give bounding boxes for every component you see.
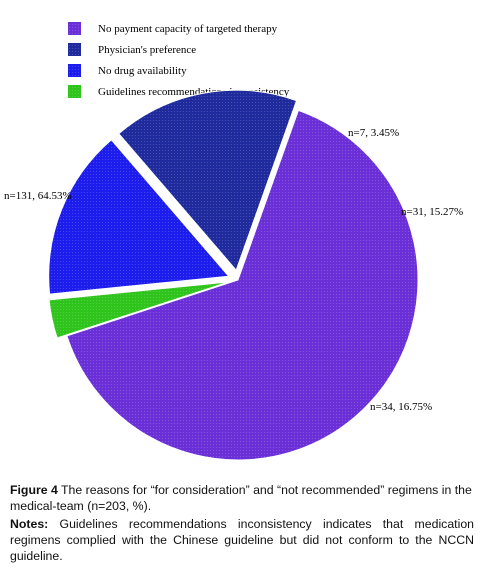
pie-slice-no-payment-capacity-of-targeted-therapy xyxy=(66,109,419,461)
pie-slice-guidelines-recommendations-inconsistency xyxy=(48,281,229,339)
slice-label-physician-s-preference: n=34, 16.75% xyxy=(370,401,432,413)
slice-label-guidelines-recommendations-inconsistency: n=7, 3.45% xyxy=(348,127,399,139)
figure-caption: Figure 4 The reasons for “for considerat… xyxy=(10,482,474,514)
legend-label: No drug availability xyxy=(98,65,187,77)
legend-item-no-drug-availability: No drug availability xyxy=(68,64,187,77)
pie-slice-no-drug-availability xyxy=(48,139,230,295)
legend-item-physician-s-preference: Physician's preference xyxy=(68,43,196,56)
pie-labels: n=131, 64.53% n=7, 3.45% n=31, 15.27% n=34,… xyxy=(4,127,463,413)
chart-legend: No payment capacity of targeted therapy P… xyxy=(68,22,290,98)
slice-label-no-drug-availability: n=31, 15.27% xyxy=(401,206,463,218)
pie-chart: No payment capacity of targeted therapy P… xyxy=(4,22,463,461)
legend-item-no-payment-capacity-of-targeted-therapy: No payment capacity of targeted therapy xyxy=(68,22,278,35)
notes-label: Notes: xyxy=(10,517,49,531)
legend-label: Physician's preference xyxy=(98,44,196,56)
pie-slices xyxy=(48,89,419,461)
notes-text: Guidelines recommendations inconsistency… xyxy=(10,517,474,563)
figure-notes: Notes: Guidelines recommendations incons… xyxy=(10,516,474,564)
figure-label: Figure 4 xyxy=(10,483,58,497)
slice-label-no-payment-capacity-of-targeted-therapy: n=131, 64.53% xyxy=(4,190,72,202)
legend-label: No payment capacity of targeted therapy xyxy=(98,23,278,35)
figure-caption-text: The reasons for “for consideration” and … xyxy=(10,483,472,513)
pie-slice-physician-s-preference xyxy=(118,89,298,272)
